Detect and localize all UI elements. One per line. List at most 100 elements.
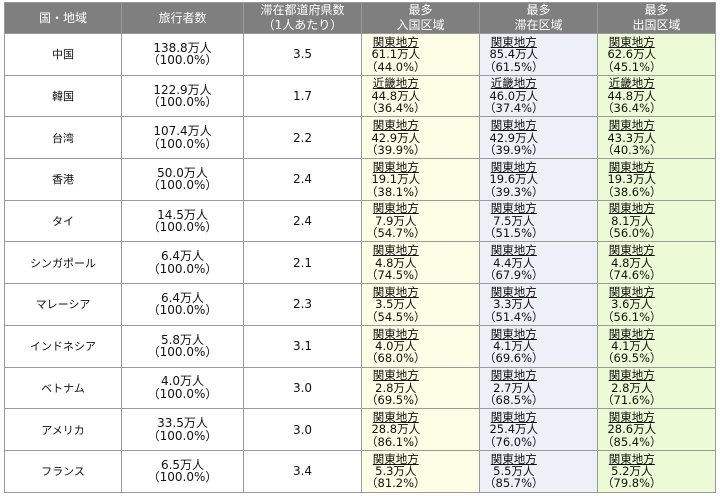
header-stay-line1: 最多 xyxy=(526,3,551,17)
entry-region-percent: （54.7%） xyxy=(366,226,426,241)
stay-region-content: 関東地方 42.9万人 （39.9%） xyxy=(484,118,544,157)
header-row: 国・地域 旅行者数 滞在都道府県数 （1人あたり） 最多 入国区域 最多 滞在区… xyxy=(4,2,716,34)
travelers-percent: （100.0%） xyxy=(147,303,218,318)
header-exit: 最多 出国区域 xyxy=(597,2,716,34)
entry-region-cell: 関東地方 5.3万人 （81.2%） xyxy=(361,449,480,493)
entry-region-name: 近畿地方 xyxy=(372,76,419,91)
exit-region-content: 関東地方 8.1万人 （56.0%） xyxy=(602,202,662,240)
exit-region-cell: 関東地方 62.6万人 （45.1%） xyxy=(597,33,716,76)
country-cell: インドネシア xyxy=(4,324,122,368)
entry-region-value: 2.8万人 xyxy=(375,380,417,395)
travelers-percent: （100.0%） xyxy=(147,136,218,151)
travelers-percent: （100.0%） xyxy=(147,470,218,485)
travelers-count: 5.8万人 xyxy=(160,332,205,347)
stay-region-value: 5.5万人 xyxy=(493,464,535,479)
exit-region-content: 関東地方 43.3万人 （40.3%） xyxy=(602,118,662,157)
exit-region-content: 関東地方 19.3万人 （38.6%） xyxy=(602,159,662,199)
prefectures-cell: 3.1 xyxy=(243,324,362,368)
header-country-label: 国・地域 xyxy=(38,10,87,25)
entry-region-value: 28.8万人 xyxy=(371,422,421,437)
stay-region-percent: （39.9%） xyxy=(484,142,544,157)
entry-region-content: 関東地方 19.1万人 （38.1%） xyxy=(366,160,426,199)
stay-region-cell: 関東地方 3.3万人 （51.4%） xyxy=(479,283,598,326)
stay-region-name: 関東地方 xyxy=(490,34,537,49)
travelers-count: 14.5万人 xyxy=(157,207,208,222)
stay-region-cell: 関東地方 7.5万人 （51.5%） xyxy=(479,199,598,243)
exit-region-name: 関東地方 xyxy=(608,118,655,133)
stay-region-content: 関東地方 19.6万人 （39.3%） xyxy=(484,160,544,199)
stay-region-value: 3.3万人 xyxy=(493,297,535,312)
stay-region-value: 85.4万人 xyxy=(489,47,539,62)
stay-region-cell: 関東地方 25.4万人 （76.0%） xyxy=(479,408,598,451)
exit-region-name: 関東地方 xyxy=(608,451,655,466)
entry-region-content: 関東地方 42.9万人 （39.9%） xyxy=(366,118,426,157)
stay-region-cell: 関東地方 42.9万人 （39.9%） xyxy=(479,116,598,160)
header-travelers-label: 旅行者数 xyxy=(158,10,207,25)
header-prefectures-line1: 滞在都道府県数 xyxy=(260,3,345,17)
exit-region-value: 3.6万人 xyxy=(611,297,653,312)
entry-region-percent: （38.1%） xyxy=(366,184,426,199)
exit-region-content: 近畿地方 44.8万人 （36.4%） xyxy=(602,77,662,115)
exit-region-name: 関東地方 xyxy=(608,326,655,341)
stay-region-value: 19.6万人 xyxy=(489,172,539,187)
header-country: 国・地域 xyxy=(4,2,122,34)
exit-region-value: 2.8万人 xyxy=(611,380,653,395)
exit-region-content: 関東地方 4.8万人 （74.6%） xyxy=(602,244,662,282)
stay-region-percent: （67.9%） xyxy=(484,267,544,282)
exit-region-cell: 関東地方 28.6万人 （85.4%） xyxy=(597,408,716,451)
stay-region-percent: （51.4%） xyxy=(484,309,544,324)
entry-region-name: 関東地方 xyxy=(372,451,419,466)
exit-region-name: 関東地方 xyxy=(608,159,655,174)
exit-region-value: 44.8万人 xyxy=(607,88,657,103)
prefectures-cell: 2.2 xyxy=(243,116,362,160)
stay-region-name: 関東地方 xyxy=(490,243,537,258)
entry-region-value: 4.0万人 xyxy=(375,338,417,353)
entry-region-content: 関東地方 3.5万人 （54.5%） xyxy=(366,284,426,323)
stay-region-cell: 関東地方 85.4万人 （61.5%） xyxy=(479,33,598,76)
exit-region-percent: （85.4%） xyxy=(602,434,662,449)
exit-region-value: 28.6万人 xyxy=(607,422,657,437)
travelers-cell: 6.5万人 （100.0%） xyxy=(121,449,244,493)
prefectures-cell: 3.5 xyxy=(243,33,362,76)
table-row: 中国 138.8万人 （100.0%） 3.5 関東地方 61.1万人 （44.0%） 関東地… xyxy=(4,33,716,76)
stay-region-percent: （39.3%） xyxy=(484,184,544,199)
exit-region-value: 19.3万人 xyxy=(607,172,657,187)
entry-region-percent: （81.2%） xyxy=(366,476,426,491)
travelers-cell: 6.4万人 （100.0%） xyxy=(121,283,244,326)
exit-region-percent: （69.5%） xyxy=(602,351,662,366)
stay-region-content: 関東地方 25.4万人 （76.0%） xyxy=(484,411,544,449)
entry-region-percent: （44.0%） xyxy=(366,59,426,74)
travelers-percent: （100.0%） xyxy=(147,345,218,360)
prefectures-cell: 3.4 xyxy=(243,449,362,493)
entry-region-cell: 関東地方 28.8万人 （86.1%） xyxy=(361,408,480,451)
entry-region-name: 関東地方 xyxy=(372,409,419,424)
exit-region-cell: 関東地方 4.1万人 （69.5%） xyxy=(597,324,716,368)
entry-region-name: 関東地方 xyxy=(372,284,419,299)
stay-region-cell: 関東地方 4.1万人 （69.6%） xyxy=(479,324,598,368)
exit-region-cell: 関東地方 2.8万人 （71.6%） xyxy=(597,366,716,410)
exit-region-percent: （40.3%） xyxy=(602,142,662,157)
stay-region-percent: （51.5%） xyxy=(484,226,544,241)
exit-region-cell: 関東地方 4.8万人 （74.6%） xyxy=(597,241,716,285)
entry-region-percent: （74.5%） xyxy=(366,267,426,282)
exit-region-percent: （38.6%） xyxy=(602,184,662,199)
stay-region-name: 関東地方 xyxy=(490,118,537,133)
stay-region-value: 42.9万人 xyxy=(489,130,539,145)
entry-region-cell: 関東地方 61.1万人 （44.0%） xyxy=(361,33,480,76)
travelers-cell: 14.5万人 （100.0%） xyxy=(121,199,244,243)
travelers-count: 122.9万人 xyxy=(153,82,212,97)
entry-region-percent: （39.9%） xyxy=(366,142,426,157)
entry-region-name: 関東地方 xyxy=(372,34,419,49)
travel-statistics-table: 国・地域 旅行者数 滞在都道府県数 （1人あたり） 最多 入国区域 最多 滞在区… xyxy=(4,2,716,493)
exit-region-content: 関東地方 4.1万人 （69.5%） xyxy=(602,326,662,366)
entry-region-name: 関東地方 xyxy=(372,118,419,133)
entry-region-name: 関東地方 xyxy=(372,201,419,216)
stay-region-percent: （76.0%） xyxy=(484,434,544,449)
stay-region-content: 近畿地方 46.0万人 （37.4%） xyxy=(484,77,544,115)
travelers-count: 6.4万人 xyxy=(160,249,205,264)
travelers-count: 6.5万人 xyxy=(160,457,205,472)
entry-region-cell: 関東地方 4.0万人 （68.0%） xyxy=(361,324,480,368)
header-stay-line2: 滞在区域 xyxy=(514,18,563,32)
header-entry: 最多 入国区域 xyxy=(361,2,480,34)
header-travelers: 旅行者数 xyxy=(121,2,244,34)
